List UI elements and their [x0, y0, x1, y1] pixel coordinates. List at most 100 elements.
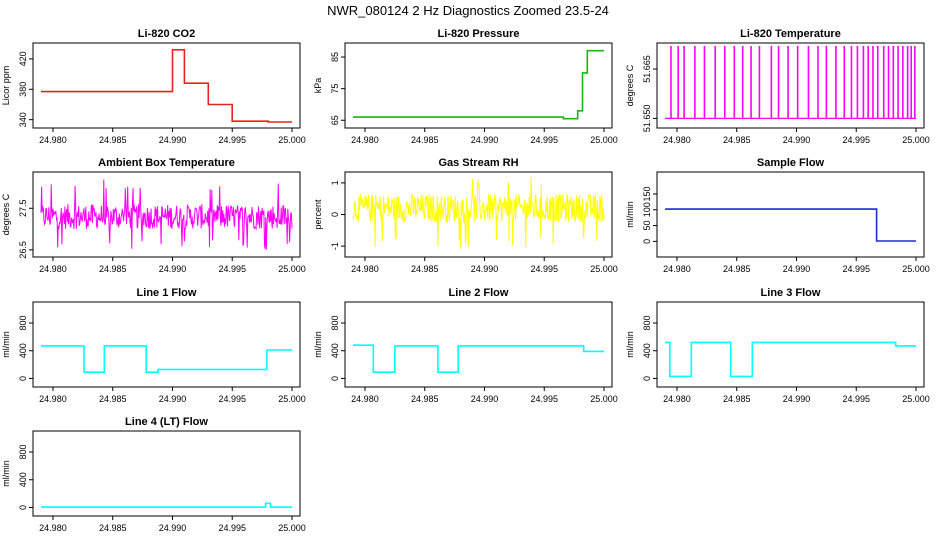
y-axis-label: degrees C [1, 193, 11, 235]
chart-panel: Li-820 Temperature degrees C 51.650 51.665 2… [625, 28, 930, 145]
y-tick-label: 65 [330, 115, 340, 125]
x-tick-label: 24.980 [351, 135, 379, 145]
series-line [41, 345, 292, 373]
series-line [40, 179, 293, 250]
x-tick-label: 25.000 [278, 264, 306, 274]
y-tick-label: -1 [330, 242, 340, 250]
y-tick-label: 400 [18, 343, 28, 358]
x-tick-label: 24.980 [663, 135, 691, 145]
y-axis-label: kPa [313, 78, 323, 94]
y-axis-label: ml/min [313, 331, 323, 358]
y-tick-label: 400 [330, 343, 340, 358]
series-line [352, 176, 605, 249]
chart-title: Line 4 (LT) Flow [125, 416, 208, 428]
chart-panel: Line 2 Flow ml/min 0 400 800 24.980 24.985 24.9… [313, 287, 618, 404]
y-tick-label: 380 [18, 82, 28, 97]
x-tick-label: 24.990 [783, 394, 811, 404]
x-tick-label: 24.985 [411, 264, 439, 274]
y-tick-label: 51.650 [642, 105, 652, 133]
chart-panel: Li-820 Pressure kPa 65 75 85 24.980 24.985 24.9… [313, 28, 618, 145]
y-axis-label: ml/min [625, 201, 635, 228]
chart-title: Ambient Box Temperature [98, 157, 235, 169]
x-tick-label: 25.000 [278, 135, 306, 145]
series-line [353, 344, 604, 373]
x-tick-label: 24.980 [351, 394, 379, 404]
plot-frame [656, 42, 925, 129]
x-tick-label: 24.985 [99, 264, 127, 274]
x-tick-label: 24.985 [723, 264, 751, 274]
x-tick-label: 24.995 [530, 264, 558, 274]
x-tick-label: 24.990 [159, 523, 187, 533]
chart-panel: Li-820 CO2 Licor ppm 340 380 420 24.980 24.985… [1, 28, 306, 145]
chart-title: Li-820 CO2 [138, 28, 195, 40]
x-tick-label: 24.990 [159, 264, 187, 274]
y-tick-label: 420 [18, 51, 28, 66]
plot-frame [344, 171, 613, 258]
y-tick-label: 0 [18, 505, 28, 510]
series-line [41, 502, 292, 508]
series-line [353, 49, 604, 120]
x-tick-label: 24.990 [159, 135, 187, 145]
x-tick-label: 24.995 [218, 135, 246, 145]
y-tick-label: 85 [330, 52, 340, 62]
plot-frame [344, 42, 613, 129]
y-axis-label: percent [313, 199, 323, 230]
x-tick-label: 24.995 [530, 394, 558, 404]
x-tick-label: 24.990 [471, 135, 499, 145]
x-tick-label: 24.980 [39, 523, 67, 533]
x-tick-label: 24.995 [530, 135, 558, 145]
x-tick-label: 24.995 [842, 135, 870, 145]
chart-title: Sample Flow [757, 157, 825, 169]
chart-panel: Ambient Box Temperature degrees C 26.5 27.5… [1, 157, 306, 274]
x-tick-label: 24.985 [723, 135, 751, 145]
y-tick-label: 0 [642, 239, 652, 244]
x-tick-label: 24.995 [218, 523, 246, 533]
x-tick-label: 24.985 [411, 135, 439, 145]
y-tick-label: 0 [330, 376, 340, 381]
y-axis-label: ml/min [625, 331, 635, 358]
x-tick-label: 24.995 [842, 394, 870, 404]
x-tick-label: 24.985 [99, 394, 127, 404]
x-tick-label: 24.990 [783, 135, 811, 145]
x-tick-label: 24.980 [663, 264, 691, 274]
x-tick-label: 25.000 [902, 394, 930, 404]
y-axis-label: ml/min [1, 460, 11, 487]
y-tick-label: 340 [18, 112, 28, 127]
y-axis-label: ml/min [1, 331, 11, 358]
x-tick-label: 24.995 [218, 394, 246, 404]
page-title: NWR_080124 2 Hz Diagnostics Zoomed 23.5-… [327, 3, 609, 18]
x-tick-label: 24.980 [39, 135, 67, 145]
y-tick-label: 800 [18, 445, 28, 460]
plot-frame [32, 430, 301, 517]
x-tick-label: 24.985 [723, 394, 751, 404]
series-line [665, 208, 916, 242]
x-tick-label: 24.980 [663, 394, 691, 404]
y-tick-label: 0 [330, 212, 340, 217]
x-tick-label: 24.980 [39, 264, 67, 274]
y-tick-label: 400 [18, 472, 28, 487]
x-tick-label: 24.990 [471, 394, 499, 404]
y-tick-label: 75 [330, 84, 340, 94]
y-tick-label: 800 [330, 316, 340, 331]
y-tick-label: 0 [18, 376, 28, 381]
series-line [665, 341, 916, 378]
x-tick-label: 24.990 [471, 264, 499, 274]
x-tick-label: 24.980 [39, 394, 67, 404]
x-tick-label: 25.000 [590, 394, 618, 404]
x-tick-label: 25.000 [278, 394, 306, 404]
x-tick-label: 24.985 [411, 394, 439, 404]
y-axis-label: degrees C [625, 64, 635, 106]
plot-frame [344, 301, 613, 388]
x-tick-label: 25.000 [902, 135, 930, 145]
chart-title: Gas Stream RH [438, 157, 518, 169]
chart-title: Li-820 Temperature [740, 28, 841, 40]
x-tick-label: 24.985 [99, 135, 127, 145]
y-tick-label: 800 [18, 316, 28, 331]
y-tick-label: 26.5 [18, 241, 28, 259]
chart-panel: Gas Stream RH percent -1 0 1 24.980 24.985 24.9… [313, 157, 618, 274]
plot-frame [32, 42, 301, 129]
x-tick-label: 25.000 [590, 135, 618, 145]
series-line [41, 49, 292, 123]
x-tick-label: 25.000 [590, 264, 618, 274]
